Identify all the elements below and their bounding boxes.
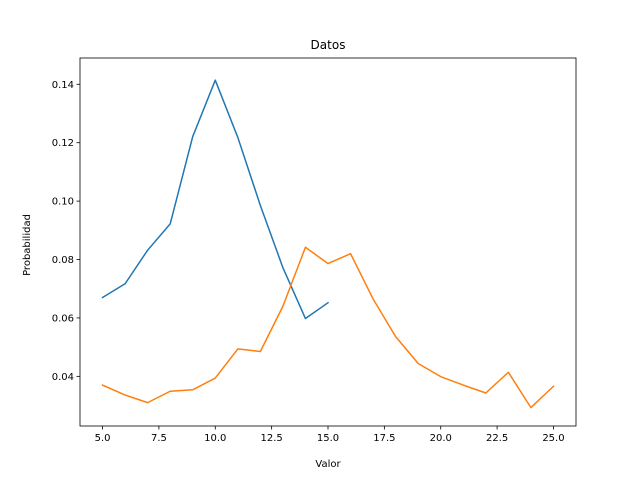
y-tick-label: 0.10 bbox=[52, 197, 74, 208]
series-line-2 bbox=[101, 246, 555, 409]
y-tick-label: 0.06 bbox=[52, 313, 74, 324]
y-axis-label: Probabilidad bbox=[22, 214, 33, 276]
x-tick-label: 25.0 bbox=[542, 433, 564, 444]
x-tick-label: 20.0 bbox=[430, 433, 452, 444]
y-tick-label: 0.12 bbox=[52, 138, 74, 149]
x-tick-label: 17.5 bbox=[373, 433, 395, 444]
x-tick-label: 10.0 bbox=[204, 433, 226, 444]
x-tick-label: 5.0 bbox=[95, 433, 111, 444]
x-tick-label: 7.5 bbox=[151, 433, 167, 444]
x-tick-label: 15.0 bbox=[317, 433, 339, 444]
y-tick-label: 0.08 bbox=[52, 255, 74, 266]
plot-area: 5.0 7.5 10.0 12.5 15.0 17.5 20.0 22.5 25.0 0.04 0.… bbox=[52, 57, 577, 444]
x-tick-label: 12.5 bbox=[261, 433, 283, 444]
y-tick-label: 0.14 bbox=[52, 80, 74, 91]
x-axis-label: Valor bbox=[315, 459, 341, 470]
y-tick-label: 0.04 bbox=[52, 372, 74, 383]
chart-title: Datos bbox=[311, 38, 346, 52]
x-tick-label: 22.5 bbox=[486, 433, 508, 444]
